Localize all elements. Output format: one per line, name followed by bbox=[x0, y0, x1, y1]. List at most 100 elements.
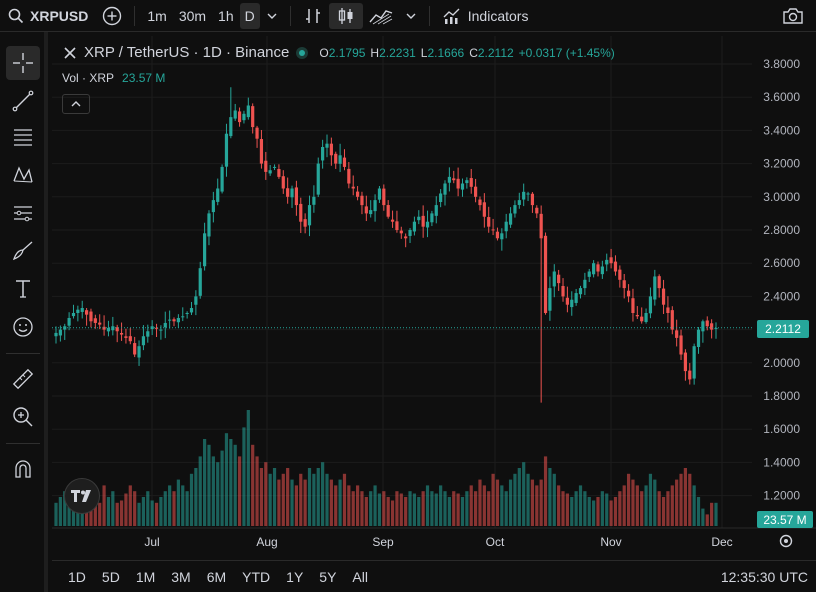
volume-bar bbox=[443, 491, 447, 526]
candle-body bbox=[430, 213, 434, 223]
candle-body bbox=[530, 193, 535, 206]
volume-bar bbox=[203, 439, 207, 526]
volume-bar bbox=[194, 468, 198, 526]
volume-bar bbox=[312, 473, 316, 526]
compare-button[interactable] bbox=[96, 0, 128, 32]
volume-bar bbox=[522, 462, 526, 526]
volume-bar bbox=[334, 485, 338, 526]
candle-body bbox=[102, 326, 106, 330]
magnet-tool[interactable] bbox=[6, 452, 40, 486]
symbol-search[interactable]: XRPUSD bbox=[0, 0, 88, 32]
range-3m[interactable]: 3M bbox=[171, 568, 191, 585]
candle-body bbox=[640, 316, 644, 322]
volume-bar bbox=[605, 493, 609, 526]
divider bbox=[428, 5, 430, 26]
utc-clock[interactable]: 12:35:30 UTC bbox=[720, 568, 808, 585]
volume-bar bbox=[578, 485, 583, 526]
interval-d[interactable]: D bbox=[239, 2, 260, 29]
collapse-legend-button[interactable] bbox=[62, 94, 90, 114]
range-6m[interactable]: 6M bbox=[206, 568, 227, 585]
range-1y[interactable]: 1Y bbox=[286, 568, 304, 585]
candle-body bbox=[535, 207, 539, 214]
range-5y[interactable]: 5Y bbox=[319, 568, 337, 585]
volume-bar bbox=[561, 491, 565, 526]
volume-legend: Vol · XRP 23.57 M bbox=[62, 71, 165, 85]
candle-body bbox=[618, 269, 622, 280]
screenshot-button[interactable] bbox=[776, 0, 810, 32]
bars-chart-button[interactable] bbox=[297, 0, 329, 32]
candle-body bbox=[58, 329, 62, 336]
interval-1h[interactable]: 1h bbox=[218, 7, 234, 24]
volume-bar bbox=[307, 468, 312, 526]
crosshair-tool[interactable] bbox=[6, 46, 40, 80]
volume-value: 23.57 M bbox=[122, 71, 166, 85]
fib-tool[interactable] bbox=[6, 120, 40, 154]
volume-bar bbox=[172, 491, 176, 526]
measure-tool[interactable] bbox=[6, 362, 40, 396]
volume-bar bbox=[264, 462, 268, 526]
candle-body bbox=[460, 183, 465, 190]
candle-body bbox=[312, 196, 316, 205]
range-5d[interactable]: 5D bbox=[101, 568, 120, 585]
indicators-button[interactable]: Indicators bbox=[436, 0, 535, 32]
volume-bar bbox=[535, 485, 539, 526]
range-all[interactable]: All bbox=[352, 568, 368, 585]
price-tick-label: 1.4000 bbox=[763, 455, 800, 469]
volume-bar bbox=[683, 468, 688, 526]
candle-body bbox=[408, 230, 412, 236]
volume-bar bbox=[430, 491, 434, 526]
volume-bar bbox=[570, 497, 574, 526]
candle-body bbox=[124, 336, 128, 338]
volume-bar bbox=[237, 456, 242, 526]
candle-body bbox=[325, 143, 329, 148]
emoji-tool[interactable] bbox=[6, 310, 40, 344]
interval-dropdown[interactable] bbox=[260, 0, 284, 32]
volume-bar bbox=[329, 479, 333, 526]
price-axis[interactable]: 3.8000 3.6000 3.4000 3.2000 3.0000 2.8000 2.60… bbox=[763, 57, 800, 503]
zoom-in-icon bbox=[13, 407, 33, 427]
candle-body bbox=[229, 117, 233, 137]
candle-body bbox=[504, 221, 508, 232]
price-chart[interactable]: 3.8000 3.6000 3.4000 3.2000 3.0000 2.8000 2.60… bbox=[52, 36, 816, 556]
trendline-tool[interactable] bbox=[6, 84, 40, 118]
range-1m[interactable]: 1M bbox=[135, 568, 156, 585]
zoom-tool[interactable] bbox=[6, 400, 40, 434]
projection-tool[interactable] bbox=[6, 196, 40, 230]
divider bbox=[289, 5, 291, 26]
candle-body bbox=[705, 320, 709, 327]
settings-gear-icon[interactable] bbox=[779, 534, 793, 548]
volume-bar bbox=[504, 491, 508, 526]
volume-bar bbox=[106, 497, 111, 526]
volume-bar bbox=[176, 479, 180, 526]
area-chart-button[interactable] bbox=[363, 0, 399, 32]
candle-body bbox=[246, 105, 250, 118]
text-tool[interactable] bbox=[6, 272, 40, 306]
search-icon bbox=[8, 8, 24, 23]
interval-30m[interactable]: 30m bbox=[178, 7, 207, 24]
range-1d[interactable]: 1D bbox=[68, 568, 86, 585]
candle-body bbox=[561, 286, 565, 297]
candle-body bbox=[203, 233, 207, 267]
brush-tool[interactable] bbox=[6, 234, 40, 268]
volume-bar bbox=[500, 485, 504, 526]
chart-type-dropdown[interactable] bbox=[399, 0, 423, 32]
volume-bar bbox=[98, 502, 102, 526]
candle-body bbox=[657, 276, 661, 289]
tradingview-logo-icon bbox=[71, 490, 91, 502]
volume-bars bbox=[54, 410, 718, 526]
candle-body bbox=[439, 193, 443, 203]
candle-body bbox=[452, 178, 456, 181]
interval-1m[interactable]: 1m bbox=[147, 7, 167, 24]
candle-body bbox=[578, 288, 583, 295]
candles-chart-button[interactable] bbox=[328, 2, 363, 29]
symbol-title[interactable]: XRP / TetherUS · 1D · Binance bbox=[84, 44, 290, 61]
volume-bar bbox=[417, 497, 421, 526]
drawing-toolbar bbox=[0, 32, 48, 592]
candle-body bbox=[369, 210, 373, 215]
range-ytd[interactable]: YTD bbox=[242, 568, 271, 585]
pattern-tool[interactable] bbox=[6, 158, 40, 192]
candle-body bbox=[321, 147, 325, 161]
time-axis[interactable]: Jul Aug Sep Oct Nov Dec bbox=[144, 535, 732, 549]
volume-label: Vol · XRP bbox=[62, 71, 115, 85]
tradingview-logo[interactable] bbox=[64, 478, 100, 514]
